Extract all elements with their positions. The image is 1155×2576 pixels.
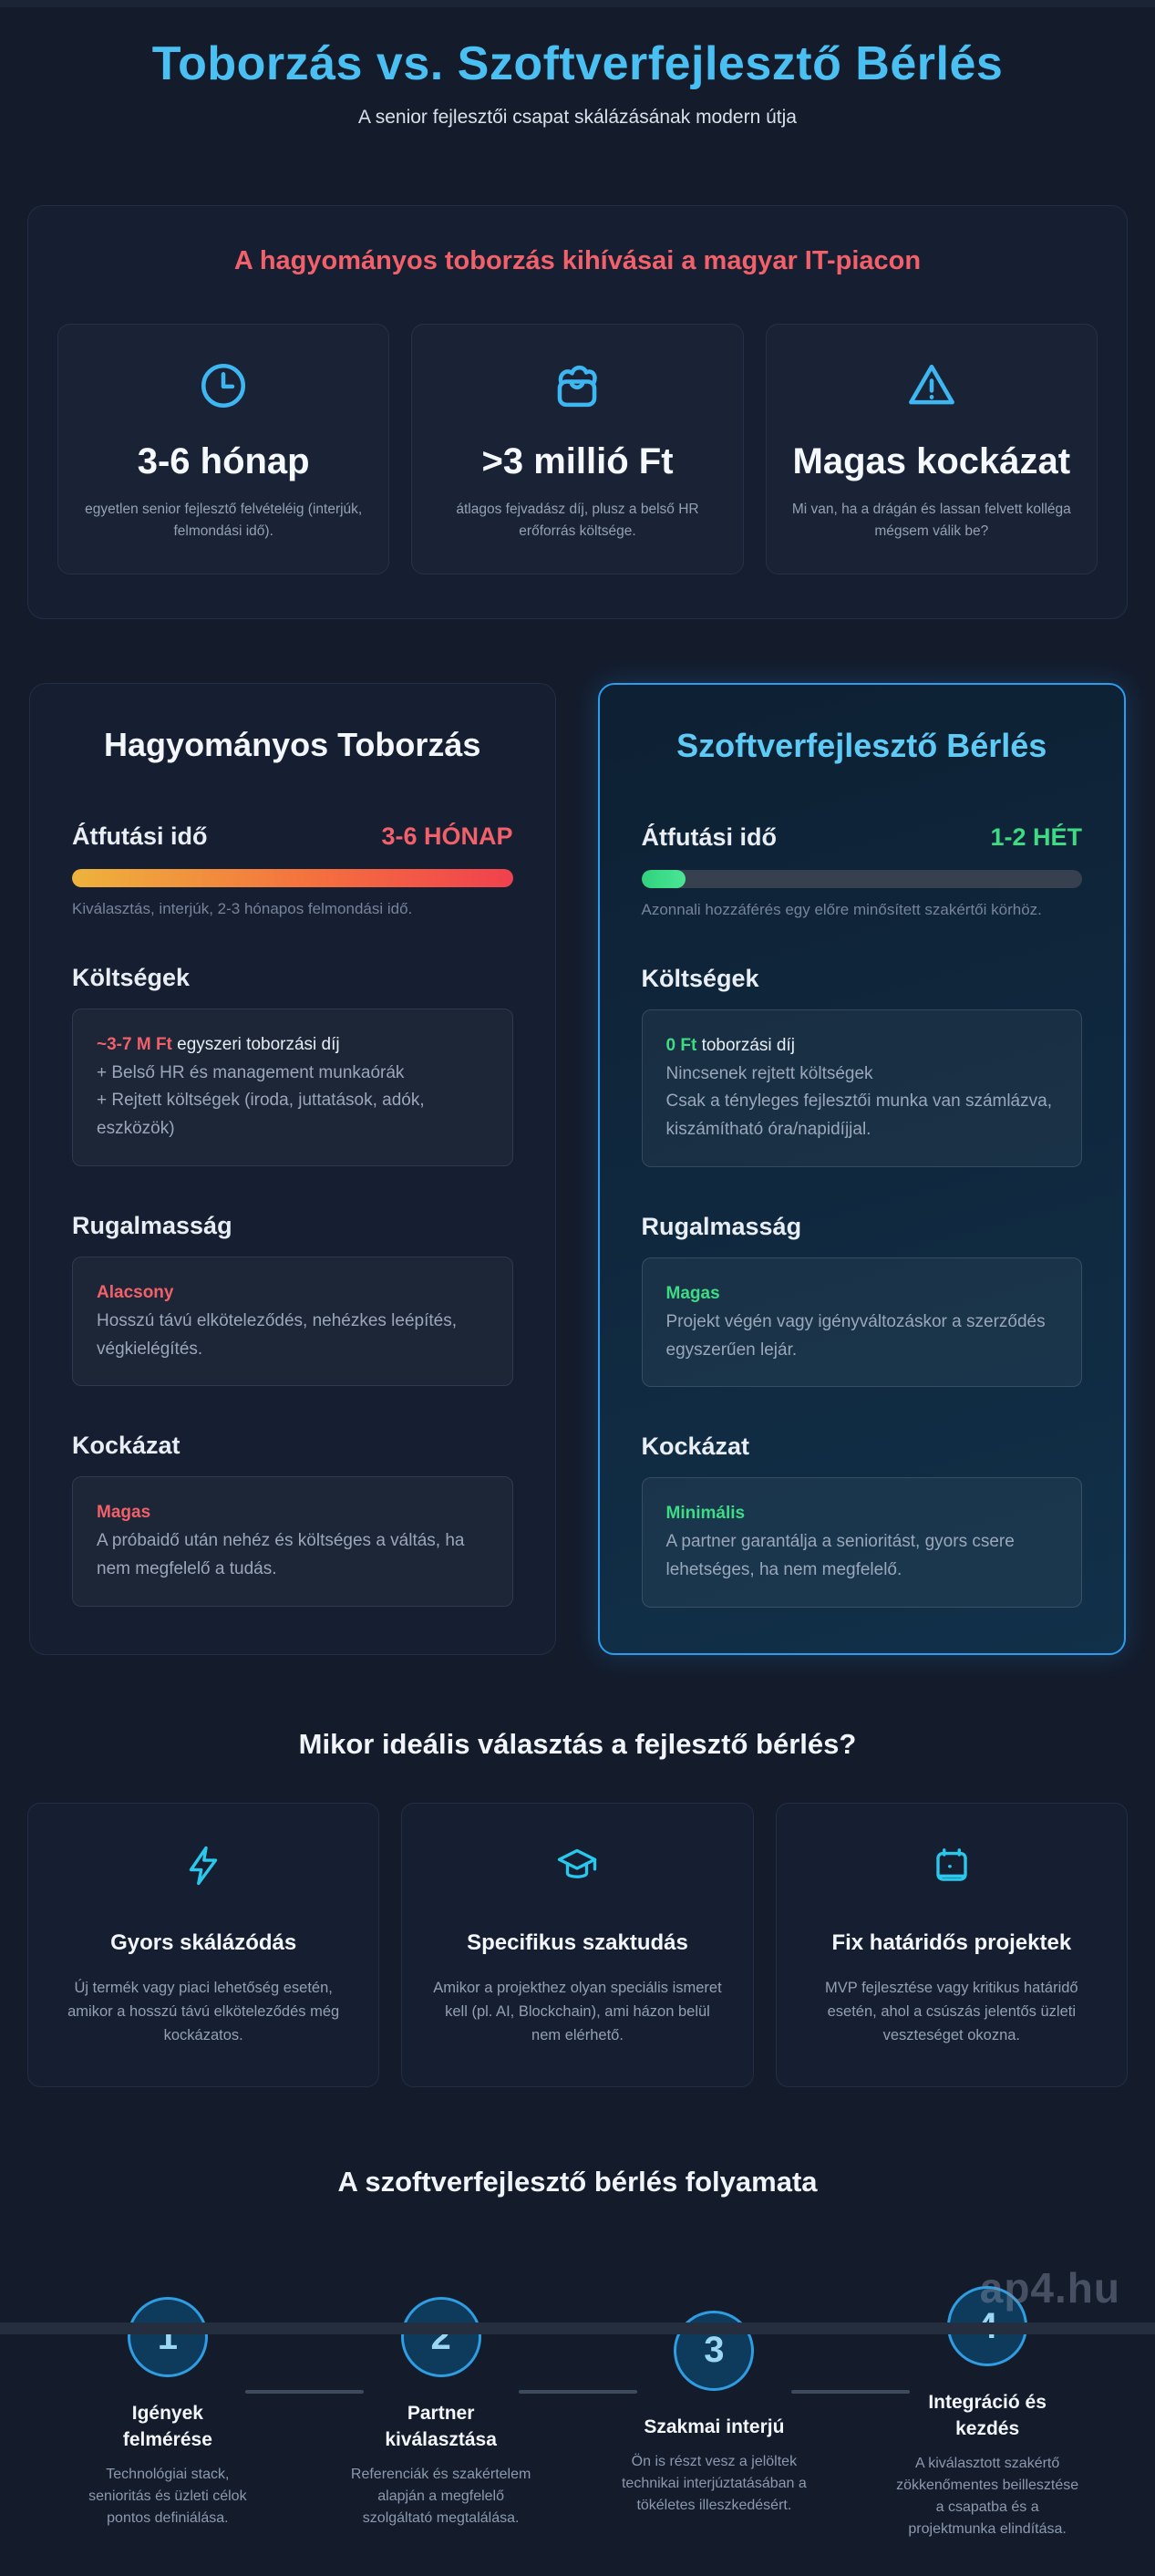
flexibility-label: Rugalmasság <box>641 1213 802 1240</box>
lead-time-row: Átfutási idő 3-6 HÓNAP <box>72 822 513 851</box>
challenge-stat: 3-6 hónap <box>137 440 310 481</box>
cost-title: toborzási díj <box>701 1035 796 1055</box>
challenges-section: A hagyományos toborzás kihívásai a magya… <box>27 204 1128 619</box>
ideal-card-deadline: Fix határidős projektek MVP fejlesztése … <box>775 1802 1128 2087</box>
step-title: Partner kiválasztása <box>385 2403 497 2450</box>
step-connector <box>791 2389 911 2394</box>
page-bottom-edge <box>0 2323 1155 2334</box>
ideal-card-title: Fix határidős projektek <box>831 1929 1072 1955</box>
cost-line: Csak a tényleges fejlesztői munka van sz… <box>665 1091 1052 1140</box>
challenge-stat: Magas kockázat <box>792 440 1071 481</box>
ideal-card-title: Specifikus szaktudás <box>467 1929 688 1955</box>
comparison-title: Hagyományos Toborzás <box>104 725 481 763</box>
process-step-3: 3 Szakmai interjú Ön is részt vesz a jel… <box>578 2310 851 2517</box>
step-title: Igények felmérése <box>122 2403 212 2450</box>
clock-icon <box>197 363 250 416</box>
lead-time-label: Átfutási idő <box>641 822 778 851</box>
step-title: Szakmai interjú <box>644 2416 785 2437</box>
costs-label: Költségek <box>72 963 191 991</box>
flexibility-desc: Projekt végén vagy igényváltozáskor a sz… <box>665 1311 1046 1360</box>
comparison-card-rental: Szoftverfejlesztő Bérlés Átfutási idő 1-… <box>597 682 1126 1655</box>
lead-time-bar <box>641 869 1082 888</box>
risk-label: Kockázat <box>641 1433 750 1461</box>
step-desc: Ön is részt vesz a jelöltek technikai in… <box>621 2453 807 2513</box>
challenge-desc: egyetlen senior fejlesztő felvételéig (i… <box>85 501 363 539</box>
ideal-card-desc: Amikor a projekthez olyan speciális isme… <box>433 1979 722 2044</box>
challenge-stat: >3 millió Ft <box>481 440 674 481</box>
lead-time-caption: Kiválasztás, interjúk, 2-3 hónapos felmo… <box>72 899 413 917</box>
page-top-edge <box>0 0 1155 7</box>
lead-time-label: Átfutási idő <box>72 822 208 850</box>
step-desc: A kiválasztott szakértő zökkenőmentes be… <box>896 2456 1079 2538</box>
flexibility-box: Magas Projekt végén vagy igényváltozásko… <box>641 1257 1082 1388</box>
risk-box: Magas A próbaidő után nehéz és költséges… <box>72 1476 513 1607</box>
lead-time-bar-fill <box>72 868 513 887</box>
step-desc: Technológiai stack, senioritás és üzleti… <box>88 2467 247 2527</box>
lead-time-bar <box>72 868 513 887</box>
risk-desc: A próbaidő után nehéz és költséges a vál… <box>97 1531 465 1578</box>
lightning-icon <box>181 1846 225 1891</box>
costs-box: 0 Ft toborzási díj Nincsenek rejtett köl… <box>641 1009 1082 1167</box>
costs-headline: 0 Ft toborzási díj <box>666 1032 1058 1060</box>
cost-highlight: ~3-7 M Ft <box>97 1034 172 1054</box>
comparison-section: Hagyományos Toborzás Átfutási idő 3-6 HÓ… <box>29 682 1126 1655</box>
cost-highlight: 0 Ft <box>665 1035 697 1055</box>
risk-label: Kockázat <box>72 1432 180 1460</box>
costs-box: ~3-7 M Ft egyszeri toborzási díj + Belső… <box>72 1008 513 1166</box>
risk-box: Minimális A partner garantálja a seniori… <box>641 1477 1082 1608</box>
challenge-card-risk: Magas kockázat Mi van, ha a drágán és la… <box>765 323 1098 574</box>
challenge-desc: átlagos fejvadász díj, plusz a belső HR … <box>456 501 699 539</box>
header: Toborzás vs. Szoftverfejlesztő Bérlés A … <box>0 0 1155 129</box>
warning-icon <box>905 364 958 416</box>
cost-line: + Rejtett költségek (iroda, juttatások, … <box>97 1091 425 1139</box>
risk-value: Minimális <box>665 1504 746 1524</box>
ideal-card-title: Gyors skálázódás <box>110 1929 297 1955</box>
cost-line: + Belső HR és management munkaórák <box>97 1062 405 1082</box>
cost-title: egyszeri toborzási díj <box>177 1034 340 1054</box>
comparison-title: Szoftverfejlesztő Bérlés <box>676 726 1047 764</box>
lead-time-value: 3-6 HÓNAP <box>381 822 513 850</box>
ideal-cards: Gyors skálázódás Új termék vagy piaci le… <box>27 1802 1128 2087</box>
lead-time-value: 1-2 HÉT <box>990 822 1082 851</box>
challenges-title: A hagyományos toborzás kihívásai a magya… <box>233 245 922 275</box>
lead-time-caption: Azonnali hozzáférés egy előre minősített… <box>641 900 1042 918</box>
money-icon <box>551 365 603 416</box>
cost-line: Nincsenek rejtett költségek <box>665 1063 873 1083</box>
risk-value: Magas <box>97 1503 151 1523</box>
challenge-card-cost: >3 millió Ft átlagos fejvadász díj, plus… <box>411 323 744 574</box>
comparison-card-traditional: Hagyományos Toborzás Átfutási idő 3-6 HÓ… <box>29 682 556 1655</box>
risk-desc: A partner garantálja a senioritást, gyor… <box>665 1532 1015 1579</box>
graduation-cap-icon <box>555 1848 599 1891</box>
process-steps: 1 Igények felmérése Technológiai stack, … <box>31 2251 1124 2576</box>
flexibility-value: Magas <box>665 1284 720 1303</box>
flexibility-desc: Hosszú távú elköteleződés, nehézkes leép… <box>97 1310 458 1359</box>
step-connector <box>244 2389 364 2394</box>
lead-time-bar-fill <box>641 869 686 888</box>
costs-label: Költségek <box>641 964 759 992</box>
flexibility-value: Alacsony <box>97 1283 174 1302</box>
process-title: A szoftverfejlesztő bérlés folyamata <box>337 2165 818 2198</box>
page-subtitle: A senior fejlesztői csapat skálázásának … <box>358 106 797 128</box>
ideal-title: Mikor ideális választás a fejlesztő bérl… <box>298 1727 857 1760</box>
step-connector <box>518 2389 637 2394</box>
step-title: Integráció és kezdés <box>928 2392 1047 2439</box>
ideal-card-expertise: Specifikus szaktudás Amikor a projekthez… <box>401 1802 754 2087</box>
ideal-card-desc: MVP fejlesztése vagy kritikus határidő e… <box>825 1979 1078 2044</box>
calendar-icon <box>930 1847 974 1891</box>
watermark: ap4.hu <box>979 2264 1120 2312</box>
flexibility-box: Alacsony Hosszú távú elköteleződés, nehé… <box>72 1257 513 1387</box>
step-number-badge: 2 <box>400 2297 481 2378</box>
flexibility-label: Rugalmasság <box>72 1212 232 1239</box>
lead-time-row: Átfutási idő 1-2 HÉT <box>642 823 1083 852</box>
costs-headline: ~3-7 M Ft egyszeri toborzási díj <box>97 1031 489 1060</box>
challenge-desc: Mi van, ha a drágán és lassan felvett ko… <box>791 501 1071 539</box>
step-number-badge: 1 <box>127 2297 208 2378</box>
challenge-card-time: 3-6 hónap egyetlen senior fejlesztő felv… <box>57 323 390 574</box>
challenges-cards: 3-6 hónap egyetlen senior fejlesztő felv… <box>57 323 1098 574</box>
step-desc: Referenciák és szakértelem alapján a meg… <box>350 2467 531 2527</box>
ideal-card-desc: Új termék vagy piaci lehetőség esetén, a… <box>67 1979 340 2044</box>
ideal-card-scaling: Gyors skálázódás Új termék vagy piaci le… <box>27 1802 380 2087</box>
page-title: Toborzás vs. Szoftverfejlesztő Bérlés <box>151 37 1004 90</box>
